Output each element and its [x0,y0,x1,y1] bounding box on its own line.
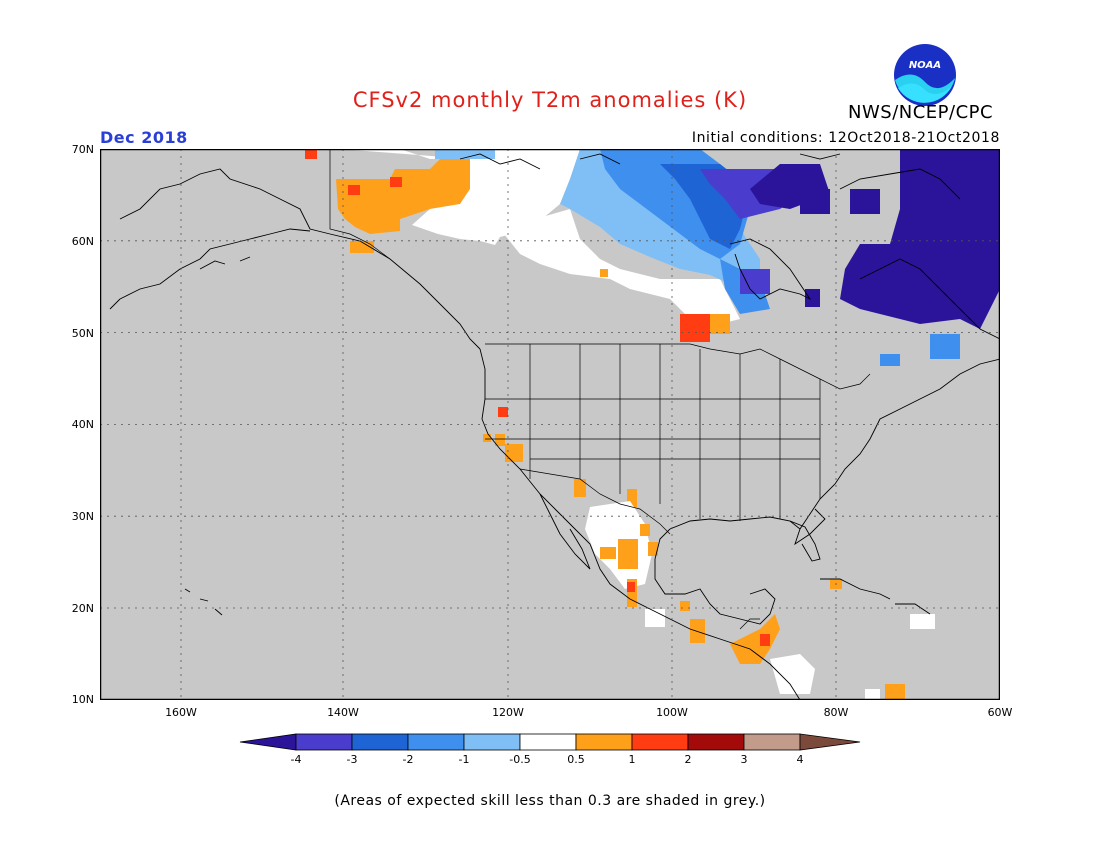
grid-lines [100,149,1000,700]
map-title: CFSv2 monthly T2m anomalies (K) [352,88,748,112]
coastlines [109,153,1000,700]
lon-label-140w: 140W [327,706,359,719]
agency-label: NWS/NCEP/CPC [848,102,994,123]
colorbar-segment [743,733,801,751]
colorbar-label: -3 [346,753,358,766]
lat-label-20n: 20N [71,602,94,615]
colorbar-segment-lt-4 [239,733,297,751]
lon-label-160w: 160W [165,706,197,719]
skill-footnote: (Areas of expected skill less than 0.3 a… [334,793,766,809]
lat-label-30n: 30N [71,510,94,523]
colorbar-label: -4 [290,753,302,766]
colorbar-label: 2 [684,753,692,766]
lon-label-80w: 80W [823,706,849,719]
colorbar-segment [295,733,353,751]
lon-label-120w: 120W [492,706,524,719]
noaa-logo-text: NOAA [909,60,941,71]
forecast-month: Dec 2018 [100,128,188,147]
lat-label-40n: 40N [71,418,94,431]
map-panel [100,149,1000,700]
noaa-logo: NOAA [894,44,956,106]
borders [329,149,871,630]
colorbar-segment [575,733,633,751]
lon-label-100w: 100W [656,706,688,719]
anomaly-shading [305,149,1000,700]
colorbar-label: 3 [740,753,748,766]
colorbar [239,733,861,751]
colorbar-label: 0.5 [567,753,585,766]
colorbar-segment [631,733,689,751]
map-frame [100,149,1000,700]
colorbar-segment [351,733,409,751]
lat-label-50n: 50N [71,327,94,340]
lat-label-10n: 10N [71,693,94,706]
colorbar-label: 1 [628,753,636,766]
colorbar-segment [687,733,745,751]
colorbar-label: -0.5 [509,753,531,766]
colorbar-label: -1 [458,753,470,766]
colorbar-segment-gt-4 [799,733,861,751]
colorbar-segment [407,733,465,751]
colorbar-segment [463,733,521,751]
lat-label-60n: 60N [71,235,94,248]
colorbar-label: 4 [796,753,804,766]
colorbar-label: -2 [402,753,414,766]
lat-label-70n: 70N [71,143,94,156]
initial-conditions: Initial conditions: 12Oct2018-21Oct2018 [691,130,1000,146]
colorbar-segment [519,733,577,751]
lon-label-60w: 60W [987,706,1013,719]
